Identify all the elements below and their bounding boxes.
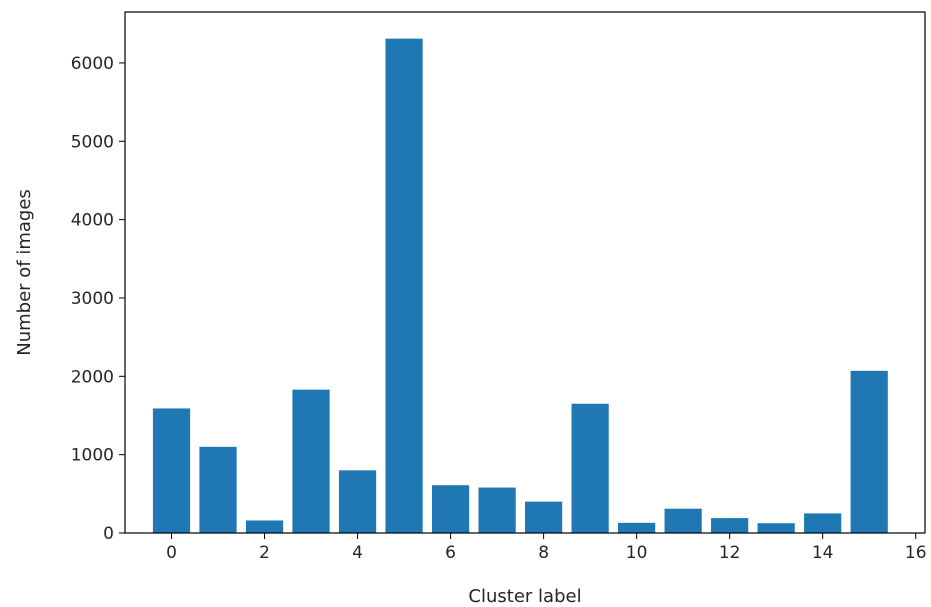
bar-cluster-5: [385, 38, 423, 533]
y-axis-ticks: 0 1000 2000 3000 4000 5000 6000: [71, 54, 125, 544]
bar-cluster-4: [338, 470, 377, 533]
bar-cluster-0: [152, 408, 191, 533]
x-tick-label: 16: [905, 543, 927, 563]
bar-cluster-7: [478, 487, 516, 533]
y-tick-label: 1000: [71, 446, 114, 466]
x-tick-label: 8: [538, 543, 549, 563]
x-tick-label: 14: [812, 543, 834, 563]
bar-cluster-11: [664, 508, 702, 533]
bar-cluster-3: [292, 389, 330, 533]
x-tick-label: 2: [259, 543, 270, 563]
bars-group: [152, 38, 888, 533]
bar-cluster-9: [571, 403, 609, 533]
bar-cluster-14: [804, 513, 842, 533]
y-tick-label: 4000: [71, 211, 114, 231]
x-tick-label: 4: [352, 543, 363, 563]
bar-cluster-13: [757, 523, 795, 533]
bar-cluster-1: [199, 446, 237, 533]
y-tick-label: 0: [103, 524, 114, 544]
x-tick-label: 6: [445, 543, 456, 563]
bar-cluster-12: [711, 518, 749, 533]
y-axis-label: Number of images: [14, 189, 35, 356]
plot-frame: [124, 11, 926, 534]
x-axis-ticks: 0 2 4 6 8 10 12 14 16: [166, 533, 927, 563]
x-tick-label: 12: [719, 543, 741, 563]
bar-cluster-2: [245, 520, 284, 533]
x-tick-label: 0: [166, 543, 177, 563]
y-tick-label: 2000: [71, 367, 114, 387]
x-axis-label: Cluster label: [468, 586, 581, 607]
bar-cluster-15: [850, 370, 888, 533]
y-tick-label: 5000: [71, 132, 114, 152]
y-tick-label: 3000: [71, 289, 114, 309]
bar-cluster-6: [431, 485, 470, 533]
y-tick-label: 6000: [71, 54, 114, 74]
x-tick-label: 10: [626, 543, 648, 563]
bar-cluster-8: [525, 501, 563, 533]
bar-cluster-10: [618, 522, 656, 533]
